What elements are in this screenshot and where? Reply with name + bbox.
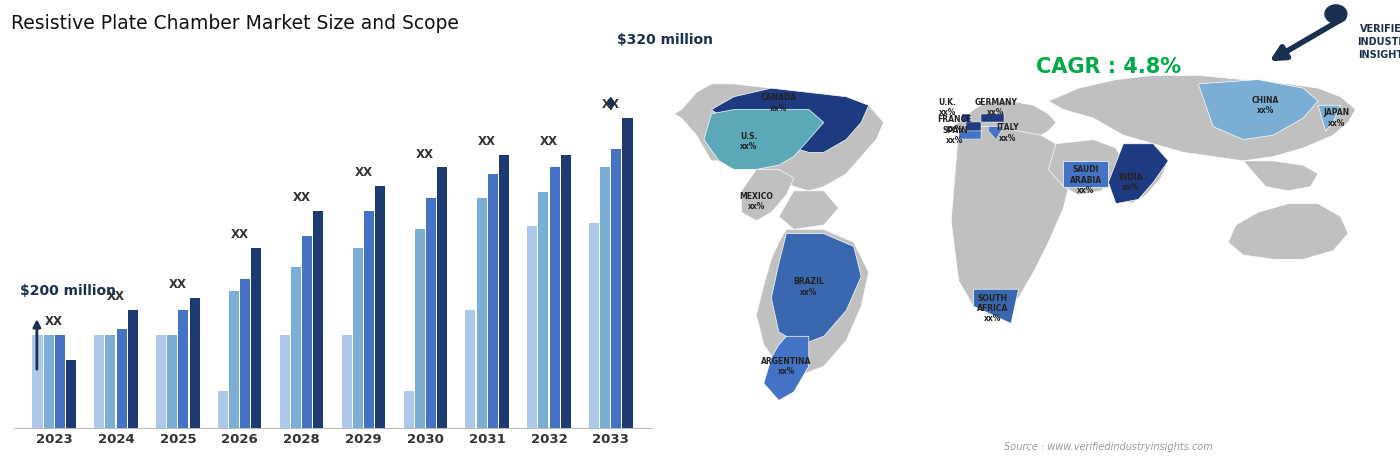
Text: Resistive Plate Chamber Market Size and Scope: Resistive Plate Chamber Market Size and … — [11, 14, 459, 33]
Bar — [55, 335, 64, 428]
Text: U.K.
xx%: U.K. xx% — [938, 98, 956, 117]
Polygon shape — [742, 169, 794, 221]
Text: XX: XX — [479, 135, 496, 148]
Polygon shape — [962, 114, 970, 122]
Bar — [414, 229, 424, 428]
Text: CAGR : 4.8%: CAGR : 4.8% — [1036, 57, 1182, 77]
Text: U.S.
xx%: U.S. xx% — [741, 132, 757, 151]
FancyArrowPatch shape — [1275, 18, 1344, 58]
Polygon shape — [966, 122, 981, 131]
Polygon shape — [1064, 161, 1109, 186]
Text: INDIA
xx%: INDIA xx% — [1119, 173, 1144, 192]
Polygon shape — [771, 233, 861, 345]
Text: ITALY
xx%: ITALY xx% — [995, 123, 1019, 143]
Polygon shape — [778, 191, 839, 229]
Bar — [498, 155, 508, 428]
Bar — [539, 192, 549, 428]
Polygon shape — [1228, 204, 1348, 259]
Text: XX: XX — [106, 290, 125, 303]
Bar — [94, 335, 105, 428]
Text: VERIFIED
INDUSTRY
INSIGHTS: VERIFIED INDUSTRY INSIGHTS — [1357, 24, 1400, 60]
Bar — [127, 310, 137, 428]
Bar — [560, 155, 571, 428]
Bar — [105, 335, 115, 428]
Polygon shape — [711, 88, 868, 153]
Text: ARGENTINA
xx%: ARGENTINA xx% — [762, 357, 812, 376]
Bar — [116, 329, 126, 428]
Text: SOUTH
AFRICA
xx%: SOUTH AFRICA xx% — [977, 293, 1008, 323]
Text: GERMANY
xx%: GERMANY xx% — [974, 98, 1018, 117]
Bar — [426, 199, 435, 428]
Bar — [32, 335, 42, 428]
Bar — [189, 298, 200, 428]
Bar — [601, 167, 610, 428]
Polygon shape — [1109, 144, 1169, 204]
Bar — [241, 279, 251, 428]
Text: $320 million: $320 million — [617, 33, 713, 46]
Bar — [302, 236, 312, 428]
Bar — [43, 335, 53, 428]
Bar — [465, 310, 476, 428]
Polygon shape — [959, 131, 981, 140]
Text: JAPAN
xx%: JAPAN xx% — [1324, 108, 1350, 128]
Polygon shape — [764, 336, 809, 400]
Bar — [178, 310, 189, 428]
Bar — [342, 335, 351, 428]
Bar — [476, 199, 487, 428]
Polygon shape — [1049, 140, 1123, 195]
Polygon shape — [973, 289, 1019, 324]
Polygon shape — [1319, 105, 1341, 131]
Bar — [168, 335, 178, 428]
Text: XX: XX — [169, 278, 186, 291]
Bar — [364, 211, 374, 428]
Bar — [353, 248, 363, 428]
Text: SAUDI
ARABIA
xx%: SAUDI ARABIA xx% — [1070, 165, 1102, 195]
Bar — [403, 391, 413, 428]
Text: XX: XX — [354, 166, 372, 179]
Polygon shape — [704, 110, 823, 169]
Text: CANADA
xx%: CANADA xx% — [760, 93, 797, 113]
Polygon shape — [951, 126, 1071, 315]
Bar — [280, 335, 290, 428]
Polygon shape — [951, 101, 1056, 144]
Polygon shape — [1243, 161, 1319, 191]
Bar — [623, 118, 633, 428]
Bar — [487, 173, 497, 428]
Text: CHINA
xx%: CHINA xx% — [1252, 96, 1280, 115]
Bar — [437, 167, 447, 428]
Bar — [230, 292, 239, 428]
Polygon shape — [1116, 144, 1169, 204]
Bar — [550, 167, 560, 428]
Text: XX: XX — [416, 147, 434, 160]
Bar — [291, 266, 301, 428]
Text: Source : www.verifiedindustryinsights.com: Source : www.verifiedindustryinsights.co… — [1004, 442, 1212, 452]
Text: FRANCE
xx%: FRANCE xx% — [938, 115, 972, 134]
Polygon shape — [988, 126, 1004, 140]
Bar — [528, 226, 538, 428]
Polygon shape — [756, 229, 868, 375]
Text: XX: XX — [45, 315, 63, 328]
Polygon shape — [1198, 80, 1319, 140]
Bar — [375, 186, 385, 428]
Text: XX: XX — [293, 191, 311, 204]
Bar — [218, 391, 228, 428]
Text: SPAIN
xx%: SPAIN xx% — [942, 126, 967, 145]
Bar — [252, 248, 262, 428]
Text: $200 million: $200 million — [20, 284, 116, 298]
Text: MEXICO
xx%: MEXICO xx% — [739, 192, 773, 211]
Circle shape — [1324, 5, 1347, 23]
Text: BRAZIL
xx%: BRAZIL xx% — [794, 278, 825, 297]
Polygon shape — [673, 84, 883, 191]
Bar — [314, 211, 323, 428]
Polygon shape — [1049, 75, 1355, 161]
Bar — [612, 149, 622, 428]
Bar — [589, 223, 599, 428]
Bar — [66, 359, 76, 428]
Text: XX: XX — [540, 135, 559, 148]
Text: XX: XX — [602, 98, 620, 111]
Polygon shape — [981, 114, 1004, 122]
Bar — [157, 335, 167, 428]
Text: XX: XX — [231, 228, 249, 241]
